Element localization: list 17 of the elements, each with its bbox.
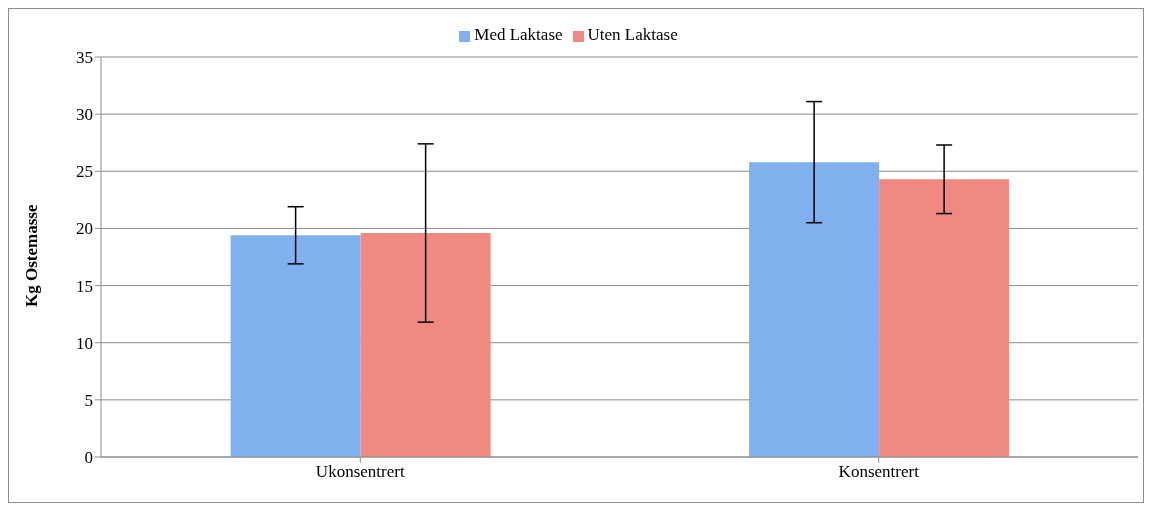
y-tick-label: 5	[84, 390, 93, 410]
y-axis-title: Kg Ostemasse	[22, 204, 42, 307]
legend-label: Uten Laktase	[587, 25, 678, 44]
legend-label: Med Laktase	[474, 25, 563, 44]
y-tick-label: 15	[76, 276, 93, 296]
x-tick-label: Konsentrert	[838, 462, 920, 482]
y-tick-label: 30	[76, 105, 93, 125]
y-tick-label: 25	[76, 162, 93, 182]
bar	[230, 235, 361, 457]
bar	[879, 179, 1010, 457]
y-tick-label: 10	[76, 333, 93, 353]
y-tick-label: 35	[76, 48, 93, 68]
x-tick-label: Ukonsentrert	[315, 462, 405, 482]
bar	[749, 162, 880, 457]
y-tick-label: 0	[84, 448, 93, 468]
bar	[360, 233, 491, 457]
y-tick-label: 20	[76, 219, 93, 239]
